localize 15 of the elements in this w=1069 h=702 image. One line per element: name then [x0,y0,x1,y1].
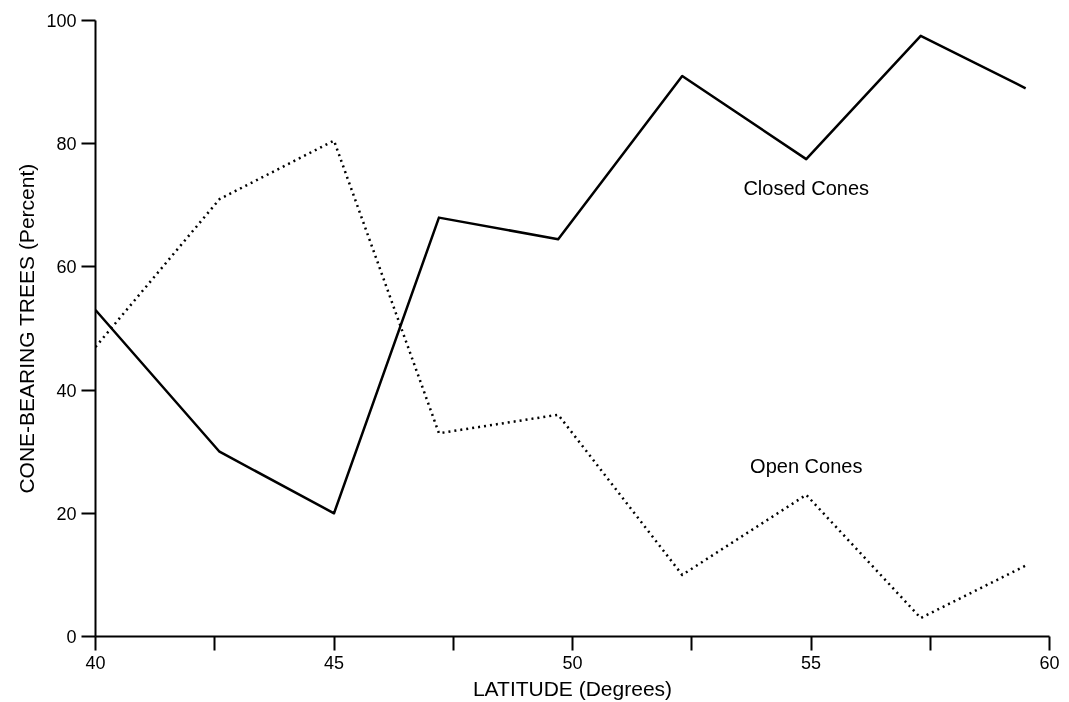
x-tick-label: 55 [800,652,822,673]
y-tick-label: 80 [56,134,77,155]
x-tick-label: 60 [1039,652,1060,673]
series-label: Closed Cones [743,177,870,200]
y-tick-label: 60 [56,257,77,278]
x-tick-label: 40 [85,652,106,673]
x-axis-title: LATITUDE (Degrees) [472,676,673,700]
y-axis-title: CONE-BEARING TREES (Percent) [15,163,39,494]
y-tick-label: 0 [66,627,77,647]
x-tick-label: 50 [562,652,583,673]
series-label: Open Cones [750,454,863,477]
y-tick-label: 100 [46,11,77,31]
y-tick-label: 40 [56,380,77,401]
y-tick-label: 20 [56,503,77,524]
x-tick-label: 45 [323,652,345,673]
